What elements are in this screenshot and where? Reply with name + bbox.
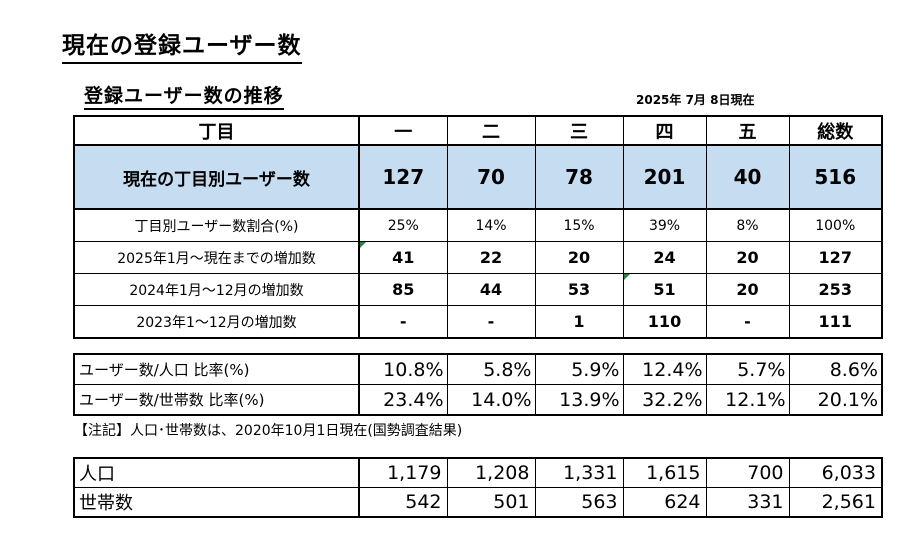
table-cell: 15% (534, 208, 624, 242)
table-cell: 24 (622, 241, 707, 274)
as-of-date: 2025年 7月 8日現在 (636, 93, 755, 107)
table-cell: 23.4% (358, 384, 448, 416)
table-cell: 1,179 (358, 457, 448, 488)
table-cell: 10.8% (358, 353, 448, 385)
table-cell: 563 (534, 487, 624, 518)
user-count-table: 丁目 一 二 三 四 五 総数 現在の丁目別ユーザー数 127 70 78 20… (73, 115, 883, 339)
page-title: 現在の登録ユーザー数 (62, 31, 302, 64)
table-cell: 1 (534, 305, 624, 339)
table-cell: 8% (705, 208, 790, 242)
increase-2024-row: 2024年1月～12月の増加数 85 44 53 51 20 253 (73, 273, 883, 306)
row-label: 世帯数 (73, 487, 360, 518)
table-cell: 100% (788, 208, 883, 242)
table-cell: 22 (446, 241, 536, 274)
table-cell: 51 (622, 273, 707, 306)
table-cell: 20 (705, 273, 790, 306)
table-cell: 5.7% (705, 353, 790, 385)
table-cell: 1,615 (622, 457, 707, 488)
header-cell: 四 (622, 115, 707, 146)
row-label: 丁目別ユーザー数割合(%) (73, 208, 360, 242)
table-cell: 12.4% (622, 353, 707, 385)
table-cell: 78 (534, 144, 624, 210)
row-label: ユーザー数/人口 比率(%) (73, 353, 360, 385)
table-cell: 70 (446, 144, 536, 210)
table-cell: 5.9% (534, 353, 624, 385)
table-cell: 110 (622, 305, 707, 339)
table-cell: 253 (788, 273, 883, 306)
header-cell: 総数 (788, 115, 883, 146)
header-cell: 丁目 (73, 115, 360, 146)
table-cell: 25% (358, 208, 448, 242)
population-row: 人口 1,179 1,208 1,331 1,615 700 6,033 (73, 457, 883, 488)
table-cell: - (705, 305, 790, 339)
row-label: 2023年1～12月の増加数 (73, 305, 360, 339)
table-cell: 111 (788, 305, 883, 339)
table-cell: 12.1% (705, 384, 790, 416)
table-cell: 8.6% (788, 353, 883, 385)
table-cell: 20 (534, 241, 624, 274)
table-cell: 331 (705, 487, 790, 518)
row-label: 2025年1月～現在までの増加数 (73, 241, 360, 274)
table-cell: 14% (446, 208, 536, 242)
table-cell: 542 (358, 487, 448, 518)
table-cell: 14.0% (446, 384, 536, 416)
household-ratio-row: ユーザー数/世帯数 比率(%) 23.4% 14.0% 13.9% 32.2% … (73, 384, 883, 416)
increase-2023-row: 2023年1～12月の増加数 - - 1 110 - 111 (73, 305, 883, 339)
households-row: 世帯数 542 501 563 624 331 2,561 (73, 487, 883, 518)
header-cell: 二 (446, 115, 536, 146)
table-cell: 127 (788, 241, 883, 274)
table-cell: 20.1% (788, 384, 883, 416)
table-cell: 85 (358, 273, 448, 306)
header-cell: 一 (358, 115, 448, 146)
table-cell: 201 (622, 144, 707, 210)
table-cell: 6,033 (788, 457, 883, 488)
ratio-table: ユーザー数/人口 比率(%) 10.8% 5.8% 5.9% 12.4% 5.7… (73, 353, 883, 416)
row-label: 現在の丁目別ユーザー数 (73, 144, 360, 210)
row-label: 2024年1月～12月の増加数 (73, 273, 360, 306)
table-cell: - (358, 305, 448, 339)
row-label: ユーザー数/世帯数 比率(%) (73, 384, 360, 416)
table-cell: 516 (788, 144, 883, 210)
table-cell: 127 (358, 144, 448, 210)
table-cell: 5.8% (446, 353, 536, 385)
footnote: 【注記】人口･世帯数は、2020年10月1日現在(国勢調査結果) (74, 423, 463, 439)
table-cell: 20 (705, 241, 790, 274)
section-title: 登録ユーザー数の推移 (84, 84, 284, 110)
row-label: 人口 (73, 457, 360, 488)
table-cell: 2,561 (788, 487, 883, 518)
table-cell: 624 (622, 487, 707, 518)
header-cell: 三 (534, 115, 624, 146)
header-row: 丁目 一 二 三 四 五 総数 (73, 115, 883, 146)
table-cell: 39% (622, 208, 707, 242)
table-cell: 501 (446, 487, 536, 518)
table-cell: 1,331 (534, 457, 624, 488)
table-cell: 53 (534, 273, 624, 306)
table-cell: 40 (705, 144, 790, 210)
increase-2025-row: 2025年1月～現在までの増加数 41 22 20 24 20 127 (73, 241, 883, 274)
header-cell: 五 (705, 115, 790, 146)
population-ratio-row: ユーザー数/人口 比率(%) 10.8% 5.8% 5.9% 12.4% 5.7… (73, 353, 883, 385)
table-cell: 41 (358, 241, 448, 274)
share-row: 丁目別ユーザー数割合(%) 25% 14% 15% 39% 8% 100% (73, 208, 883, 242)
table-cell: 44 (446, 273, 536, 306)
population-table: 人口 1,179 1,208 1,331 1,615 700 6,033 世帯数… (73, 457, 883, 518)
table-cell: 32.2% (622, 384, 707, 416)
table-cell: - (446, 305, 536, 339)
table-cell: 13.9% (534, 384, 624, 416)
table-cell: 700 (705, 457, 790, 488)
table-cell: 1,208 (446, 457, 536, 488)
current-users-row: 現在の丁目別ユーザー数 127 70 78 201 40 516 (73, 144, 883, 210)
